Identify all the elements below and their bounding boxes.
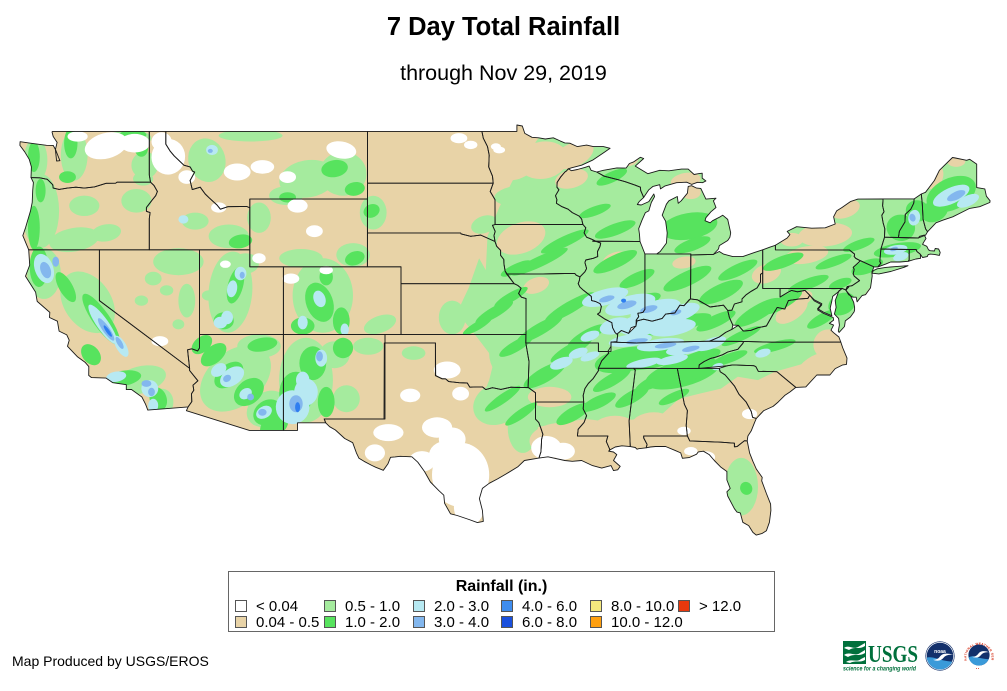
svg-text:• •: • • xyxy=(976,667,980,671)
svg-text:noaa: noaa xyxy=(934,649,946,655)
svg-text:science for a changing world: science for a changing world xyxy=(843,666,917,673)
svg-text:USGS: USGS xyxy=(868,642,918,668)
